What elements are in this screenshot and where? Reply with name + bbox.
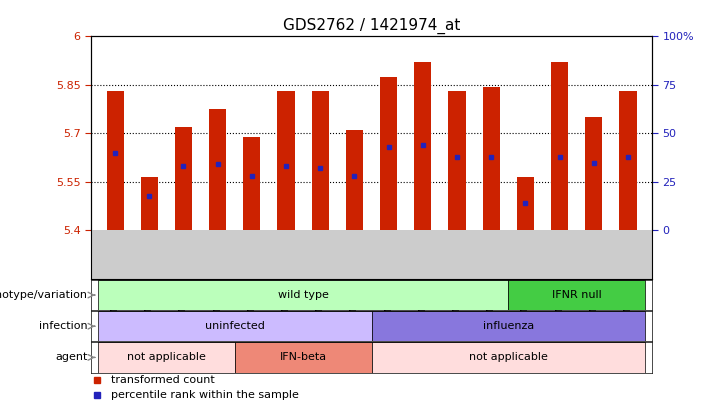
Text: transformed count: transformed count <box>111 375 215 385</box>
Text: IFNR null: IFNR null <box>552 290 601 300</box>
Bar <box>141 177 158 230</box>
Bar <box>508 280 645 310</box>
Text: agent: agent <box>55 352 88 362</box>
Text: genotype/variation: genotype/variation <box>0 290 88 300</box>
Bar <box>98 342 235 373</box>
Text: influenza: influenza <box>483 321 534 331</box>
Text: percentile rank within the sample: percentile rank within the sample <box>111 390 299 400</box>
Bar <box>449 92 465 230</box>
Bar <box>620 92 637 230</box>
Bar <box>175 127 192 230</box>
Title: GDS2762 / 1421974_at: GDS2762 / 1421974_at <box>283 17 461 34</box>
Bar <box>585 117 602 230</box>
Bar <box>312 92 329 230</box>
Text: uninfected: uninfected <box>205 321 265 331</box>
Text: not applicable: not applicable <box>469 352 547 362</box>
Bar <box>243 136 260 230</box>
Bar <box>551 62 568 230</box>
Bar <box>483 87 500 230</box>
Bar <box>517 177 534 230</box>
Text: not applicable: not applicable <box>127 352 206 362</box>
Bar <box>107 92 123 230</box>
Text: IFN-beta: IFN-beta <box>280 352 327 362</box>
Bar <box>209 109 226 230</box>
Bar <box>372 311 645 341</box>
Bar <box>235 342 372 373</box>
Text: wild type: wild type <box>278 290 329 300</box>
Bar <box>278 92 294 230</box>
Text: infection: infection <box>39 321 88 331</box>
Bar <box>98 311 372 341</box>
Bar <box>380 77 397 230</box>
Bar <box>414 62 431 230</box>
Bar <box>98 280 508 310</box>
Bar <box>372 342 645 373</box>
Bar <box>346 130 363 230</box>
